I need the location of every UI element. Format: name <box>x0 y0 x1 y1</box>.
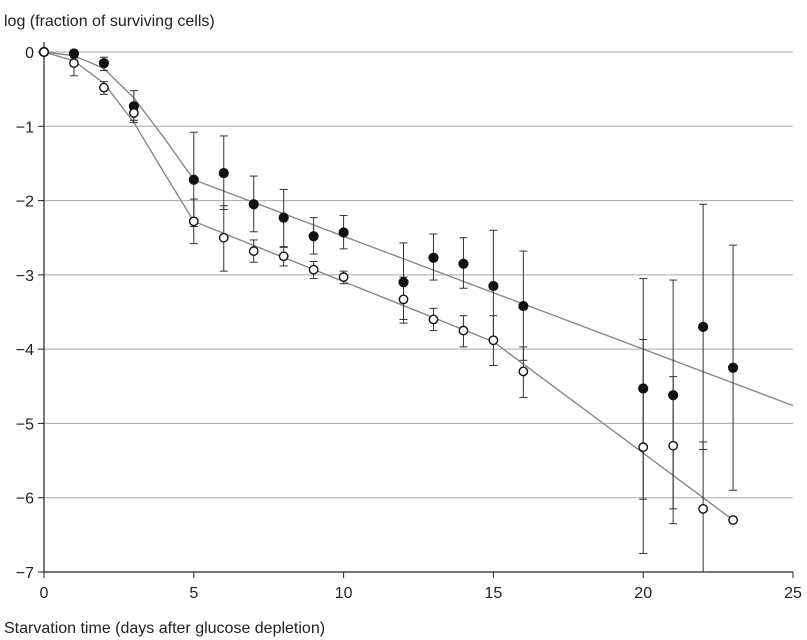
data-point-filled <box>398 277 409 288</box>
axes <box>38 42 794 578</box>
x-tick-label: 20 <box>634 585 652 602</box>
data-point-filled <box>668 390 679 401</box>
data-point-open <box>428 314 439 325</box>
data-point-open <box>728 515 738 525</box>
data-point-open <box>128 108 139 118</box>
fit-line-2 <box>43 51 734 521</box>
x-tick-label: 0 <box>40 585 49 602</box>
y-tick-labels: 0 −1 −2 −3 −4 −5 −6 −7 <box>16 45 34 582</box>
data-point-filled <box>278 212 289 223</box>
data-point-open <box>638 442 649 453</box>
data-point-filled <box>698 321 709 332</box>
data-point-filled <box>338 227 349 238</box>
data-point-filled <box>638 383 649 394</box>
data-point-open <box>278 251 289 262</box>
data-point-open <box>218 232 229 243</box>
x-tick-label: 15 <box>485 585 503 602</box>
data-point-filled <box>458 258 469 269</box>
data-point-filled <box>518 300 529 312</box>
data-point-filled <box>727 362 739 373</box>
y-tick-label: −7 <box>16 565 34 582</box>
y-tick-label: −5 <box>16 416 34 433</box>
data-point-filled <box>218 167 229 179</box>
data-point-filled <box>428 252 439 263</box>
x-tick-labels: 0 5 10 15 20 25 <box>40 585 802 602</box>
x-tick-label: 5 <box>189 585 198 602</box>
data-point-open <box>338 272 349 282</box>
data-point-filled <box>98 58 110 69</box>
y-tick-label: −3 <box>16 268 34 285</box>
y-tick-label: −1 <box>16 119 34 136</box>
y-axis-title: log (fraction of surviving cells) <box>4 13 215 30</box>
y-tick-label: 0 <box>25 45 34 62</box>
data-point-open <box>99 82 109 93</box>
grid-lines <box>44 51 793 499</box>
data-point-open <box>308 264 319 275</box>
x-axis-title: Starvation time (days after glucose depl… <box>4 620 325 637</box>
y-tick-label: −2 <box>16 194 34 211</box>
data-point-open <box>518 366 529 377</box>
data-point-filled <box>308 231 319 242</box>
data-point-open <box>488 335 499 346</box>
data-point-open <box>398 294 409 305</box>
data-point-filled <box>68 48 80 59</box>
data-point-open <box>458 325 469 336</box>
data-points <box>38 46 739 525</box>
data-point-open <box>248 246 259 256</box>
fit-lines <box>43 51 794 521</box>
data-point-open <box>668 440 679 451</box>
y-tick-label: −4 <box>16 342 34 359</box>
x-tick-label: 25 <box>784 585 802 602</box>
data-point-open <box>69 58 79 69</box>
error-bars <box>69 50 738 573</box>
data-point-open <box>698 503 709 514</box>
data-point-filled <box>248 199 259 210</box>
data-point-filled <box>188 174 199 185</box>
data-point-open <box>39 47 49 57</box>
data-point-filled <box>488 280 499 292</box>
y-tick-label: −6 <box>16 491 34 508</box>
x-tick-label: 10 <box>335 585 353 602</box>
fit-line-1 <box>43 51 794 407</box>
data-point-open <box>188 216 199 227</box>
